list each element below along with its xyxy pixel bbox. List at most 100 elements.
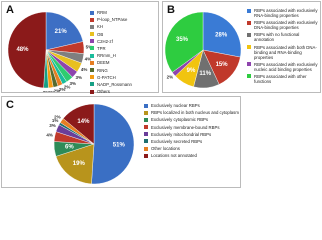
legend-swatch (90, 75, 94, 80)
legend-label: G-PATCH (97, 74, 116, 80)
legend-swatch (144, 110, 148, 115)
value-label: 2% (54, 89, 61, 92)
legend-item: KH (90, 24, 158, 29)
value-label: 2% (54, 115, 61, 120)
legend-label: RBPs associated with exclusively DNA-bin… (254, 20, 318, 31)
legend-item: Exclusively secreted RBPs (144, 139, 239, 144)
legend-item: G-PATCH (90, 75, 158, 80)
legend-label: Others (97, 89, 110, 95)
legend-swatch (90, 60, 94, 65)
pie-chart: 28% 15% 11%9% 2% 35% (164, 11, 242, 89)
legend: RBPs associated with exclusively RNA-bin… (247, 8, 320, 86)
legend-item: Other locations (144, 146, 239, 151)
legend-label: OB (97, 31, 104, 37)
legend-swatch (247, 8, 251, 13)
legend-swatch (90, 32, 94, 37)
value-label: 2% (43, 90, 50, 92)
value-label: 15% (216, 62, 229, 68)
pie-slice (7, 11, 47, 89)
legend-item: RBPs associated with other functions (247, 74, 320, 84)
legend-item: Exclusively membrane-bound RBPs (144, 125, 239, 130)
value-label: 11% (199, 71, 211, 77)
value-label: 3% (49, 123, 56, 128)
legend-swatch (90, 10, 94, 15)
legend-label: Exclusively secreted RBPs (151, 138, 203, 144)
value-label: 9% (187, 68, 196, 74)
legend-item: RBPs associated with both DNA-binding an… (247, 45, 320, 60)
legend-label: RBPs associated with other functions (254, 73, 307, 84)
legend-label: KH (97, 24, 103, 30)
figure: 21%5%4%4%3%3%2%2%2%2%2%48%ARRMP-loop_NTP… (1, 1, 321, 188)
legend-label: P-loop_NTPase (97, 17, 128, 23)
pie-slice (202, 11, 242, 58)
legend-item: RBPs localized in both nucleus and cytop… (144, 110, 239, 115)
legend-swatch (144, 125, 148, 130)
legend-item: Exclusively mitochondrial RBPs (144, 132, 239, 137)
legend-swatch (90, 68, 94, 72)
legend-swatch (90, 17, 94, 22)
legend-label: RRmm_H (97, 53, 116, 59)
legend-swatch (144, 132, 148, 137)
legend-item: DEEM (90, 60, 158, 65)
legend-swatch (144, 117, 148, 122)
legend-label: Exclusively cytoplasmic RBPs (151, 117, 209, 123)
value-label: 3% (75, 75, 82, 80)
value-label: 2% (167, 75, 174, 80)
legend-item: Locations not annotated (144, 153, 239, 158)
pie-slice (62, 103, 95, 145)
legend-swatch (247, 62, 251, 67)
value-label: 2% (48, 90, 55, 92)
value-label: 4% (46, 133, 53, 138)
legend-item: RBPs associated with exclusively DNA-bin… (247, 20, 320, 30)
legend-swatch (90, 89, 94, 94)
value-label: 4% (85, 57, 92, 62)
legend: Exclusively nuclear RBPs RBPs localized i… (144, 103, 239, 161)
legend-label: Locations not annotated (151, 153, 197, 159)
legend-label: NADP_Rossmann (97, 81, 132, 87)
legend-label: RBPs with no functional annotation (254, 32, 300, 43)
legend-item: C2H2-zf (90, 39, 158, 44)
legend-swatch (247, 74, 251, 79)
legend-item: RRmm_H (90, 53, 158, 58)
panel-label: A (6, 4, 14, 16)
panel-label: C (6, 99, 14, 111)
legend-swatch (144, 139, 148, 144)
value-label: 14% (77, 119, 90, 125)
legend-label: RBPs associated with exclusively RNA-bin… (254, 8, 318, 18)
legend-label: DEEM (97, 60, 110, 66)
panel: 51% 19% 6% 4% 3% 1% 2% 14% C Exclusively nuclear … (1, 96, 241, 188)
legend-item: OB (90, 32, 158, 37)
legend-swatch (90, 39, 94, 44)
legend-label: C2H2-zf (97, 38, 113, 44)
legend-swatch (144, 146, 148, 151)
legend-label: RING (97, 67, 108, 73)
legend-label: Exclusively mitochondrial RBPs (151, 131, 212, 137)
legend: RRM P-loop_NTPase KH OB C2H2-zf TPR RRmm_H DEEM… (90, 10, 158, 96)
pie-chart: 21%5%4%4%3%3%2%2%2%2%2%48% (7, 11, 93, 92)
legend-item: P-loop_NTPase (90, 17, 158, 22)
legend-label: RBPs associated with both DNA-binding an… (254, 44, 317, 60)
legend-label: TPR (97, 45, 106, 51)
legend-item: RBPs associated with exclusively nucleic… (247, 62, 320, 72)
pie-slice (164, 11, 204, 73)
pie-slice (45, 11, 84, 51)
legend-label: Exclusively membrane-bound RBPs (151, 124, 220, 130)
value-label: 51% (113, 142, 126, 148)
panel: 28% 15% 11% 9% 2% 35% B RBPs associated with ex… (162, 1, 321, 93)
panel-label: B (167, 4, 175, 16)
legend-swatch (247, 45, 251, 50)
value-label: 3% (70, 81, 77, 86)
panel: 21%5%4%4%3%3%2%2%2%2%2%48%ARRMP-loop_NTP… (1, 1, 159, 96)
legend-item: NADP_Rossmann (90, 82, 158, 87)
value-label: 6% (65, 145, 74, 151)
value-label: 35% (176, 37, 189, 43)
legend-item: RBPs with no functional annotation (247, 32, 320, 42)
legend-swatch (247, 20, 251, 25)
legend-swatch (144, 103, 148, 108)
legend-item: RRM (90, 10, 158, 15)
value-label: 5% (86, 44, 93, 49)
legend-item: Exclusively cytoplasmic RBPs (144, 117, 239, 122)
value-label: 48% (16, 47, 29, 53)
legend-label: Other locations (151, 146, 180, 152)
pie-chart: 51% 19% 6% 4% 3%1%2% 14% (46, 103, 135, 185)
